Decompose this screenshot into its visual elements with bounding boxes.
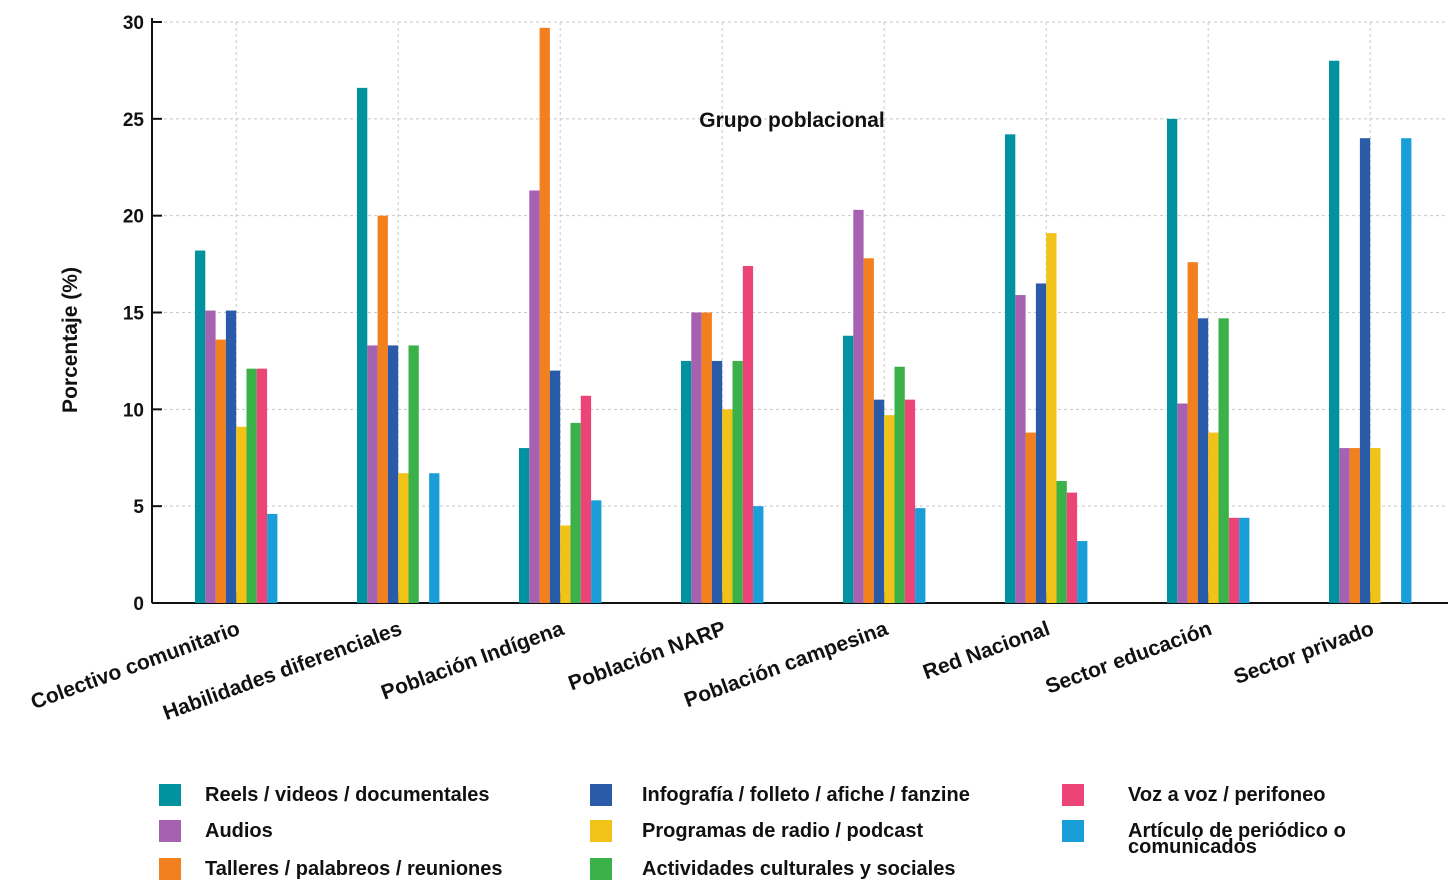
bar xyxy=(843,335,854,603)
bar xyxy=(408,345,419,603)
bar xyxy=(1218,318,1229,603)
bar xyxy=(1339,448,1350,603)
bar xyxy=(215,339,226,603)
y-tick-label: 0 xyxy=(133,594,144,615)
y-axis-label: Porcentaje (%) xyxy=(59,267,82,413)
bar xyxy=(691,312,702,603)
bar xyxy=(1015,295,1026,603)
bar xyxy=(1208,432,1219,603)
bar xyxy=(387,345,399,603)
bar xyxy=(742,266,754,603)
bar xyxy=(357,87,368,603)
bar xyxy=(1228,517,1240,603)
y-tick-label: 5 xyxy=(133,497,144,518)
bar xyxy=(377,215,388,603)
bar xyxy=(1025,432,1036,603)
bar xyxy=(863,258,874,603)
category-label: Sector privado xyxy=(1231,617,1377,689)
bar xyxy=(205,310,216,603)
bar xyxy=(681,360,692,603)
bar xyxy=(549,370,561,603)
bar xyxy=(529,190,540,604)
bar xyxy=(1035,283,1047,603)
bar xyxy=(732,360,743,603)
bar xyxy=(246,368,257,603)
bar xyxy=(915,508,926,603)
bar xyxy=(884,415,895,603)
bar xyxy=(1177,403,1188,603)
bar xyxy=(1349,448,1360,603)
bar xyxy=(853,209,864,603)
bar xyxy=(1197,318,1209,603)
bars xyxy=(195,27,1412,604)
bar xyxy=(236,426,247,603)
bar xyxy=(1359,138,1371,603)
y-tick-labels: 0 5 10 15 20 25 30 xyxy=(123,13,145,615)
bar xyxy=(1056,480,1067,603)
bar xyxy=(591,500,602,603)
bar xyxy=(701,312,712,603)
bar xyxy=(894,366,905,603)
bar xyxy=(873,399,885,603)
bar xyxy=(580,395,592,603)
bar xyxy=(1329,60,1340,603)
bar xyxy=(1239,517,1250,603)
bar xyxy=(367,345,378,603)
bar xyxy=(1046,233,1057,603)
bar xyxy=(753,506,764,603)
bar xyxy=(560,525,571,603)
bar xyxy=(904,399,916,603)
y-tick-label: 15 xyxy=(123,304,145,325)
chart-title: Grupo poblacional xyxy=(699,109,885,132)
bar xyxy=(519,448,530,603)
y-tick-label: 30 xyxy=(123,13,144,34)
bar xyxy=(195,250,206,603)
bar xyxy=(256,368,268,603)
bar xyxy=(398,473,409,603)
y-tick-label: 20 xyxy=(123,207,144,228)
category-label: Red Nacional xyxy=(920,617,1053,684)
category-label: Sector educación xyxy=(1043,617,1215,698)
y-tick-label: 25 xyxy=(123,110,145,131)
bar xyxy=(570,422,581,603)
bar xyxy=(722,409,733,603)
bar xyxy=(539,27,550,604)
bar xyxy=(1005,134,1016,603)
bar xyxy=(1401,138,1412,603)
bar xyxy=(267,513,278,603)
bar xyxy=(711,360,723,603)
bar xyxy=(429,473,440,603)
axes xyxy=(151,18,1448,604)
bar xyxy=(1187,262,1198,603)
bar xyxy=(1167,118,1178,603)
bar xyxy=(1077,541,1088,603)
bar xyxy=(225,310,237,603)
category-label: Población Indígena xyxy=(378,617,567,705)
y-tick-label: 10 xyxy=(123,400,144,421)
bar xyxy=(1066,492,1078,603)
bar xyxy=(1370,448,1381,603)
